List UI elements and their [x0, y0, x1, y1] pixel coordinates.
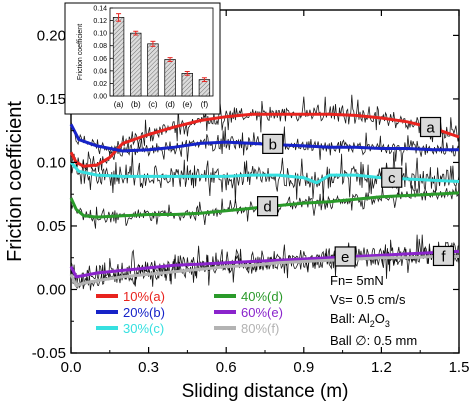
inset-background: [64, 2, 221, 115]
curve-label-box-a: [419, 116, 442, 138]
inset-category-label: (f): [201, 100, 209, 109]
x-tick-label: 0.0: [61, 359, 82, 376]
y-tick-label: 0.00: [37, 281, 66, 298]
y-tick-label: 0.15: [37, 91, 66, 108]
inset-bar-1: [130, 32, 142, 97]
x-tick-label: 1.2: [371, 359, 392, 376]
series-line-a: [69, 112, 460, 168]
inset-category-label: (d): [165, 100, 175, 109]
series-line-e: [69, 249, 460, 279]
legend-label-e: 60%(e): [241, 305, 283, 320]
y-tick-label: 0.05: [37, 218, 66, 235]
curve-label-e: e: [341, 249, 349, 266]
main-plot: a b c d e f 0.0 0.3 0.6 0.9 1.2 1.5 -0.05 0.00 0.05 0.1…: [4, 9, 470, 402]
curve-label-c: c: [388, 170, 396, 187]
inset-y-tick-label: 0.06: [93, 56, 107, 63]
annotation-ball-sub1: 2: [370, 319, 375, 329]
curve-label-box-c: [381, 167, 403, 188]
inset-y-tick-label: 0.14: [93, 6, 107, 13]
curve-label-b: b: [269, 136, 277, 153]
x-tick-label: 0.9: [293, 359, 314, 376]
y-tick-label: 0.20: [37, 27, 66, 44]
legend-label-a: 10%(a): [123, 289, 165, 304]
inset-y-tick-label: 0.08: [93, 43, 107, 50]
curve-label-box-b: [262, 133, 284, 155]
inset-bar-5: [198, 79, 211, 97]
inset-bar-4: [181, 73, 193, 97]
annotation-ball-prefix: Ball: Al: [330, 311, 370, 326]
inset-category-label: (a): [114, 100, 124, 109]
annotation-ball-diameter: Ball ∅: 0.5 mm: [330, 333, 417, 348]
inset-bar-2: [147, 43, 159, 97]
inset-bar-0: [112, 17, 125, 97]
y-axis-label: Friction coefficient: [4, 101, 26, 262]
legend-label-c: 30%(c): [123, 321, 164, 336]
legend: 10%(a)20%(b)30%(c) 40%(d)60%(e)80%(f): [96, 289, 283, 336]
x-tick-label: 0.6: [216, 359, 237, 376]
series-line-d: [69, 191, 460, 219]
x-tick-label: 0.3: [138, 359, 159, 376]
legend-label-b: 20%(b): [123, 305, 165, 320]
inset-y-tick-label: 0.02: [93, 81, 107, 88]
legend-label-d: 40%(d): [241, 289, 283, 304]
inset-category-label: (c): [148, 100, 158, 109]
curve-label-box-d: [256, 196, 279, 217]
annotation-ball-material: Ball: Al2O3: [330, 311, 390, 329]
inset-category-label: (b): [131, 100, 141, 109]
inset-y-tick-label: 0.10: [93, 31, 107, 38]
test-conditions-annotation: Fn= 5mN Vs= 0.5 cm/s Ball: Al2O3 Ball ∅: 0.…: [330, 273, 417, 348]
inset-y-tick-label: 0.12: [93, 18, 107, 25]
annotation-ball-mid: O: [375, 311, 385, 326]
inset-y-axis-label: Friction coefficient: [77, 24, 84, 80]
curve-label-a: a: [426, 120, 435, 137]
curve-label-d: d: [263, 199, 271, 216]
inset-frame: [109, 7, 214, 97]
curve-label-f: f: [441, 248, 446, 265]
inset-y-tick-label: 0.04: [93, 68, 107, 75]
inset-bar-3: [164, 59, 176, 97]
curve-label-box-f: [432, 245, 455, 267]
annotation-ball-sub2: 3: [385, 319, 390, 329]
annotation-normal-force: Fn= 5mN: [330, 273, 384, 288]
series-line-b: [69, 123, 459, 153]
inset-category-label: (e): [182, 100, 192, 109]
x-axis-label: Sliding distance (m): [182, 381, 349, 402]
inset-bar-chart: (a) (b) (c) (d) (e) (f) 0.00 0.02 0.04 0.06 0.08 0.…: [64, 2, 221, 115]
inset-y-tick-label: 0.00: [93, 94, 107, 101]
annotation-sliding-velocity: Vs= 0.5 cm/s: [330, 292, 406, 307]
x-tick-label: 1.5: [449, 359, 470, 376]
curve-label-box-e: [334, 246, 356, 267]
legend-label-f: 80%(f): [241, 321, 279, 336]
raw-trace-a: [70, 94, 460, 172]
series-line-f: [69, 255, 459, 288]
y-tick-label: 0.10: [37, 154, 66, 171]
y-tick-label: -0.05: [32, 345, 66, 362]
